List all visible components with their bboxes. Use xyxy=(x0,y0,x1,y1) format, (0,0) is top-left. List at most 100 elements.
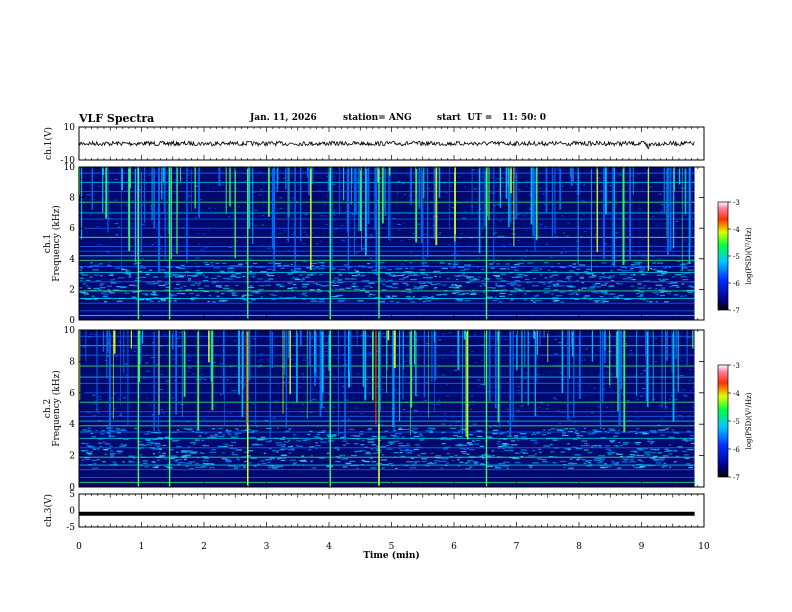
ch1-noise-cell xyxy=(661,290,669,293)
ch1-noise-cell xyxy=(663,267,667,269)
ch2-speckle xyxy=(602,384,605,386)
ch2-noise-cell xyxy=(81,459,85,461)
ch2-noise-cell xyxy=(441,443,446,445)
ch2-noise-cell xyxy=(209,451,217,453)
ch2-noise-cell xyxy=(217,436,225,438)
ch2-speckle xyxy=(687,336,691,338)
ch2-noise-cell xyxy=(419,433,423,435)
ch1-speckle xyxy=(683,215,688,217)
ch1-noise-cell xyxy=(638,267,645,269)
ch2-noise-cell xyxy=(356,467,359,469)
header-station: station= ANG xyxy=(343,113,412,123)
ch1-noise-cell xyxy=(455,278,459,280)
ch1-noise-cell xyxy=(266,273,269,276)
ch2-noise-cell xyxy=(227,465,232,467)
ch1-noise-cell xyxy=(310,262,318,264)
ch2-noise-cell xyxy=(414,462,417,464)
ch2-noise-cell xyxy=(482,458,485,460)
ch1-speckle xyxy=(154,241,156,243)
ch1-speckle xyxy=(439,232,442,234)
ch2-speckle xyxy=(425,382,428,384)
ch2-noise-cell xyxy=(537,458,542,460)
ch2-noise-cell xyxy=(413,435,420,438)
ch2-noise-cell xyxy=(600,436,606,439)
ch2-colorbar-tick-label: -7 xyxy=(733,474,740,482)
ch1-speckle xyxy=(595,234,597,236)
ch2-speckle xyxy=(474,334,476,336)
ch2-speckle xyxy=(160,374,164,376)
ch1-speckle xyxy=(466,219,467,221)
ch2-noise-cell xyxy=(548,429,551,431)
ch2-noise-cell xyxy=(300,460,308,462)
ch2-speckle xyxy=(290,428,293,430)
ch1-speckle xyxy=(675,233,677,235)
ch1-speckle xyxy=(279,207,283,209)
ch2-noise-cell xyxy=(399,452,403,454)
ch2-noise-cell xyxy=(137,448,141,450)
ch2-noise-cell xyxy=(520,433,526,435)
ch2-noise-cell xyxy=(106,432,109,434)
ch2-noise-cell xyxy=(85,458,90,460)
ch1-noise-cell xyxy=(638,291,645,293)
ch1-speckle xyxy=(280,254,282,256)
ch1-speckle xyxy=(478,258,480,259)
ch2-noise-cell xyxy=(658,459,665,461)
ch1-noise-cell xyxy=(163,284,168,286)
ch2-speckle xyxy=(403,360,408,362)
ch1-noise-cell xyxy=(344,278,351,280)
ch2-speckle xyxy=(685,395,689,397)
ch1-noise-cell xyxy=(134,263,137,265)
ch2-speckle xyxy=(308,338,310,340)
ch1-speckle xyxy=(451,207,454,209)
ch2-speckle xyxy=(639,395,644,397)
ch1-speckle xyxy=(492,232,497,234)
ch2-noise-cell xyxy=(467,460,474,462)
ch1-noise-cell xyxy=(481,283,485,285)
ch2-speckle xyxy=(602,353,605,355)
ch2-noise-cell xyxy=(266,441,272,443)
ch2-noise-cell xyxy=(346,442,350,445)
ch1-speckle xyxy=(332,183,336,185)
ch1-noise-cell xyxy=(277,264,282,267)
ch2-noise-cell xyxy=(233,467,239,469)
ch2-noise-cell xyxy=(365,453,372,455)
ch2-noise-cell xyxy=(600,467,606,469)
ch2-speckle xyxy=(413,410,418,411)
ch2-noise-cell xyxy=(169,457,176,460)
ch2-noise-cell xyxy=(243,466,247,468)
ch1-speckle xyxy=(261,215,265,217)
ch1-noise-cell xyxy=(367,267,373,269)
ch2-speckle xyxy=(368,336,373,338)
ch2-speckle xyxy=(451,351,455,353)
ch2-speckle xyxy=(375,426,378,428)
ch2-noise-cell xyxy=(356,438,360,440)
ch1-noise-cell xyxy=(497,285,504,287)
ch1-speckle xyxy=(93,199,95,200)
ch2-noise-cell xyxy=(520,451,524,453)
ch1-speckle xyxy=(425,208,427,210)
ch1-speckle xyxy=(182,227,185,229)
ch2-speckle xyxy=(293,342,296,344)
ch1-noise-cell xyxy=(139,299,145,301)
ch2-speckle xyxy=(584,359,586,361)
ch2-speckle xyxy=(383,336,386,338)
ch2-noise-cell xyxy=(583,462,587,464)
ch1-noise-cell xyxy=(332,279,336,281)
ch1-speckle xyxy=(157,209,159,211)
ch1-noise-cell xyxy=(187,275,192,277)
ch2-noise-cell xyxy=(231,436,239,438)
ch2-speckle xyxy=(405,379,407,381)
ch1-speckle xyxy=(334,220,336,221)
ch2-noise-cell xyxy=(307,433,311,436)
ch2-noise-cell xyxy=(200,452,205,454)
ch3-ylabel: ch.3(V) xyxy=(43,494,54,527)
ch2-noise-cell xyxy=(164,458,168,460)
ch1-noise-cell xyxy=(247,273,252,275)
ch2-noise-cell xyxy=(279,457,287,459)
ch1-noise-cell xyxy=(331,267,336,270)
ch2-noise-cell xyxy=(311,467,317,469)
ch2-noise-cell xyxy=(541,459,547,461)
ch2-noise-cell xyxy=(617,441,621,444)
ch1-speckle xyxy=(404,194,406,196)
ch1-noise-cell xyxy=(387,269,392,271)
